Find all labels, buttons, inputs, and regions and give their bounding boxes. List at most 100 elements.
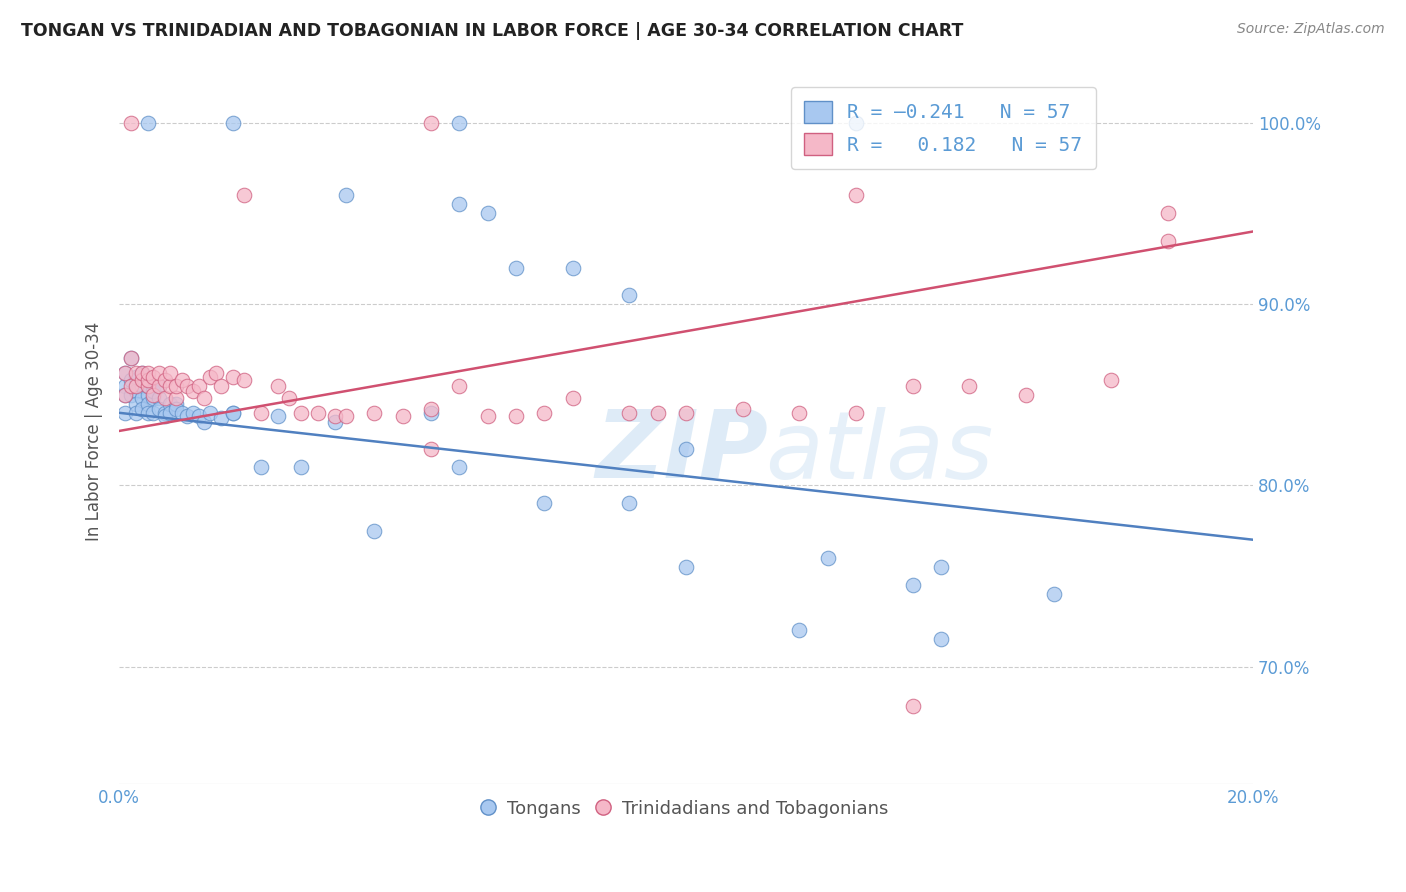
Point [363,524,385,538]
Point [131,366,153,380]
Point [250,406,273,420]
Point [505,409,527,424]
Point [363,406,385,420]
Point [125,366,148,380]
Point [120,116,142,130]
Point [136,378,159,392]
Point [125,397,148,411]
Point [114,406,136,420]
Point [125,406,148,420]
Point [148,378,170,392]
Point [153,409,176,424]
Point [148,366,170,380]
Point [131,373,153,387]
Point [148,392,170,406]
Point [477,409,499,424]
Point [845,116,868,130]
Point [420,116,443,130]
Point [114,378,136,392]
Point [267,409,290,424]
Point [789,624,811,638]
Point [181,406,204,420]
Point [233,373,256,387]
Point [505,260,527,275]
Point [153,392,176,406]
Point [165,378,187,392]
Point [125,384,148,398]
Point [136,397,159,411]
Point [307,406,329,420]
Point [1157,206,1180,220]
Text: Source: ZipAtlas.com: Source: ZipAtlas.com [1237,22,1385,37]
Point [131,392,153,406]
Y-axis label: In Labor Force | Age 30-34: In Labor Force | Age 30-34 [86,321,103,541]
Point [1157,234,1180,248]
Point [675,442,697,456]
Point [142,392,165,406]
Point [221,369,243,384]
Point [125,378,148,392]
Point [120,373,142,387]
Point [221,406,243,420]
Point [647,406,669,420]
Point [136,378,159,392]
Point [250,460,273,475]
Point [204,366,226,380]
Point [136,116,159,130]
Point [153,406,176,420]
Point [120,378,142,392]
Point [1015,387,1038,401]
Point [449,197,471,211]
Point [159,406,181,420]
Text: TONGAN VS TRINIDADIAN AND TOBAGONIAN IN LABOR FORCE | AGE 30-34 CORRELATION CHAR: TONGAN VS TRINIDADIAN AND TOBAGONIAN IN … [21,22,963,40]
Point [420,406,443,420]
Point [335,409,357,424]
Point [198,369,221,384]
Point [136,387,159,401]
Point [159,366,181,380]
Point [449,378,471,392]
Point [789,406,811,420]
Point [187,378,209,392]
Point [136,373,159,387]
Text: atlas: atlas [765,407,994,498]
Point [323,415,346,429]
Point [165,392,187,406]
Point [619,496,641,510]
Point [221,116,243,130]
Point [901,699,924,714]
Point [449,460,471,475]
Point [114,387,136,401]
Point [533,406,555,420]
Point [136,366,159,380]
Point [209,411,232,425]
Point [533,496,555,510]
Point [120,387,142,401]
Point [619,406,641,420]
Point [675,406,697,420]
Point [420,442,443,456]
Point [561,260,583,275]
Point [114,366,136,380]
Legend: Tongans, Trinidadians and Tobagonians: Tongans, Trinidadians and Tobagonians [477,792,896,825]
Point [120,351,142,366]
Point [120,351,142,366]
Point [142,406,165,420]
Point [142,384,165,398]
Point [391,409,413,424]
Point [131,402,153,417]
Point [845,188,868,202]
Point [187,409,209,424]
Point [142,387,165,401]
Point [148,378,170,392]
Point [731,402,754,417]
Point [131,378,153,392]
Point [845,406,868,420]
Point [959,378,981,392]
Point [449,116,471,130]
Point [159,397,181,411]
Point [1043,587,1066,601]
Point [181,384,204,398]
Point [561,392,583,406]
Point [209,378,232,392]
